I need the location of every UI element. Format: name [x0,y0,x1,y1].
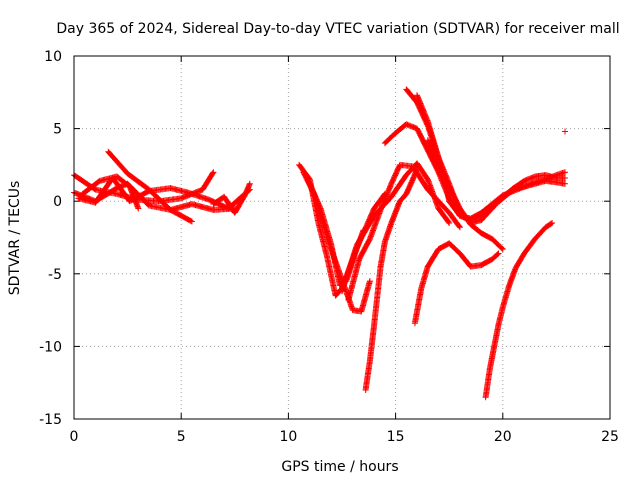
y-tick-label: 0 [53,194,62,210]
series-markers [424,137,506,253]
plot-frame [73,55,611,420]
series-markers [105,148,195,225]
series-track-6 [210,180,253,216]
x-tick-label: 20 [494,429,512,445]
x-tick-label: 10 [279,429,297,445]
series-markers [210,180,253,216]
x-tick-label: 15 [387,429,405,445]
chart-title: Day 365 of 2024, Sidereal Day-to-day VTE… [56,21,619,37]
x-tick-label: 5 [177,429,186,445]
series-track-12 [362,166,420,393]
x-tick-label: 0 [70,429,79,445]
x-axis-label: GPS time / hours [281,459,398,475]
series-markers [362,166,420,393]
series-track-16 [424,137,506,253]
data-points [71,86,568,401]
series-markers [79,173,142,212]
y-tick-label: 10 [44,49,62,65]
series-track-18 [482,220,556,401]
series-track-4 [105,148,195,225]
y-tick-label: -15 [39,412,62,428]
series-markers [562,128,568,135]
y-tick-label: -5 [48,267,62,283]
series-markers [345,161,463,303]
grid-lines [74,56,610,419]
y-tick-label: 5 [53,122,62,138]
series-markers [411,240,502,327]
series-outlier [562,128,568,135]
series-track-5 [79,173,142,212]
series-track-11 [345,161,463,303]
series-track-17 [411,240,502,327]
y-axis-label: SDTVAR / TECUs [7,181,23,296]
y-tick-label: -10 [39,339,62,355]
x-tick-label: 25 [601,429,619,445]
series-markers [482,220,556,401]
